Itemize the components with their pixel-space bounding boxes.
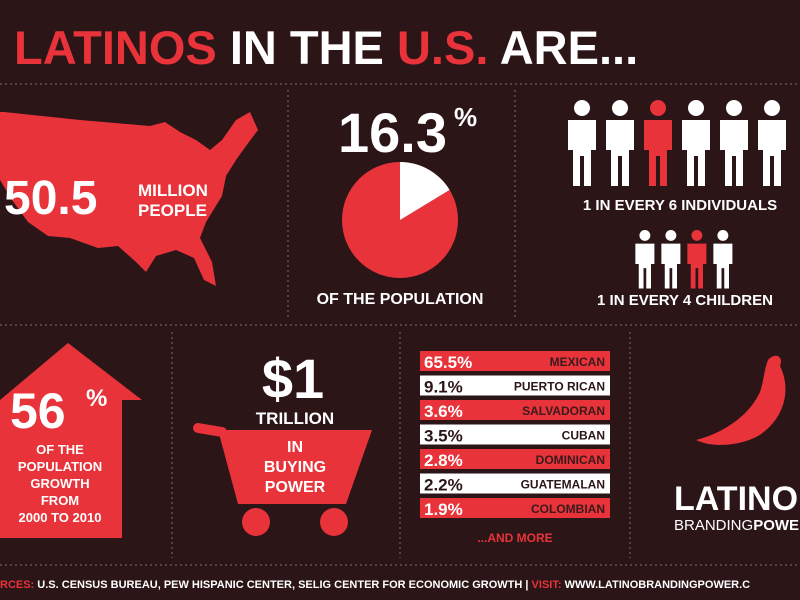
growth-arrow [0,343,142,538]
person-head [665,230,677,241]
logo-text: BRANDINGPOWER [674,517,800,534]
growth-caption: OF THE [36,442,84,457]
origin-percent: 3.6% [424,402,463,421]
buying-caption: IN [287,439,303,456]
buying-caption: POWER [265,479,326,496]
growth-caption: FROM [41,493,79,508]
growth-caption: 2000 TO 2010 [19,510,102,525]
person-body [720,120,748,186]
ratio-caption: 1 IN EVERY 6 INDIVIDUALS [583,197,777,214]
footer-text: WWW.LATINOBRANDINGPOWER.C [565,579,751,591]
cart-basket [218,430,372,504]
origin-row [420,473,610,494]
title-word: LATINOS [14,21,217,74]
title-word: IN THE [230,21,384,74]
cart-handle [193,423,227,437]
us-map [0,112,258,286]
person-body [758,120,786,186]
title-word: ARE... [500,21,638,74]
population-number: 50.5 [4,172,97,225]
origin-name: DOMINICAN [536,453,605,467]
person-icon [644,100,672,186]
person-icon [661,230,681,289]
origin-row [420,498,610,518]
cart-wheel [320,508,348,536]
person-icon [635,230,655,289]
person-body [687,243,707,289]
growth-caption: GROWTH [30,476,89,491]
origin-name: GUATEMALAN [521,478,605,492]
population-unit: PEOPLE [138,201,207,220]
person-body [568,120,596,186]
person-body [635,243,655,289]
origin-percent: 9.1% [424,378,463,397]
buying-unit: TRILLION [256,409,334,428]
origin-row [420,375,610,396]
chili-icon [696,355,786,445]
origin-name: MEXICAN [550,355,605,369]
footer-label: RCES: [0,579,34,591]
person-head [650,100,666,116]
person-body [661,243,681,289]
origin-row [420,351,610,371]
ratio-caption: 1 IN EVERY 4 CHILDREN [597,292,773,309]
origins-more: ...AND MORE [477,531,552,545]
share-unit: % [454,102,477,132]
person-icon [568,100,596,186]
origin-percent: 3.5% [424,427,463,446]
share-caption: OF THE POPULATION [317,291,484,308]
person-body [644,120,672,186]
origin-name: SALVADORAN [522,404,605,418]
footer-label: VISIT: [532,579,562,591]
footer-separator: | [525,579,528,591]
origin-row [420,424,610,445]
growth-number: 56 [10,383,66,439]
footer: RCES: U.S. CENSUS BUREAU, PEW HISPANIC C… [0,579,750,591]
person-icon [606,100,634,186]
pie-slice [400,162,450,220]
footer-text: U.S. CENSUS BUREAU, PEW HISPANIC CENTER,… [37,579,522,591]
buying-amount: $1 [262,347,324,410]
person-icon [720,100,748,186]
title-word: U.S. [397,21,488,74]
person-head [691,230,703,241]
origin-percent: 2.8% [424,451,463,470]
origin-row [420,400,610,420]
person-icon [713,230,733,289]
logo-text: BRANDING [674,517,753,534]
person-body [682,120,710,186]
person-icon [682,100,710,186]
person-icon [687,230,707,289]
origin-percent: 2.2% [424,476,463,495]
growth-caption: POPULATION [18,459,102,474]
person-head [764,100,780,116]
person-body [713,243,733,289]
person-head [612,100,628,116]
person-icon [758,100,786,186]
logo-text: LATINO [674,480,798,518]
population-unit: MILLION [138,181,208,200]
origin-percent: 1.9% [424,500,463,519]
buying-caption: BUYING [264,459,326,476]
origin-name: COLOMBIAN [531,502,605,516]
person-head [639,230,651,241]
origin-name: CUBAN [562,429,605,443]
origin-percent: 65.5% [424,353,472,372]
person-head [688,100,704,116]
person-body [606,120,634,186]
origin-name: PUERTO RICAN [514,380,605,394]
cart-wheel [242,508,270,536]
person-head [574,100,590,116]
growth-unit: % [86,385,107,412]
person-head [717,230,729,241]
origin-row [420,449,610,469]
share-number: 16.3 [338,101,447,164]
person-head [726,100,742,116]
logo-text: POWER [753,517,800,534]
title: LATINOS IN THE U.S. ARE... [14,21,638,74]
